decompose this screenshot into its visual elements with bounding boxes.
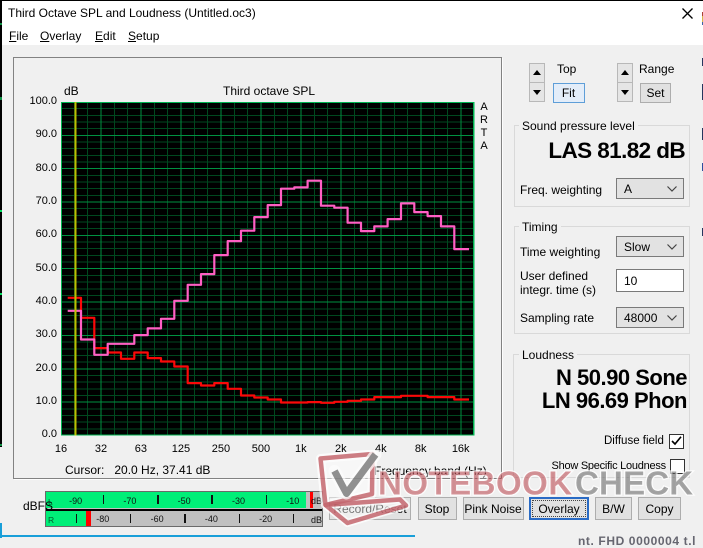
svg-text:CHECK: CHECK	[575, 465, 693, 502]
svg-text:NOTEBOOK: NOTEBOOK	[378, 465, 573, 502]
